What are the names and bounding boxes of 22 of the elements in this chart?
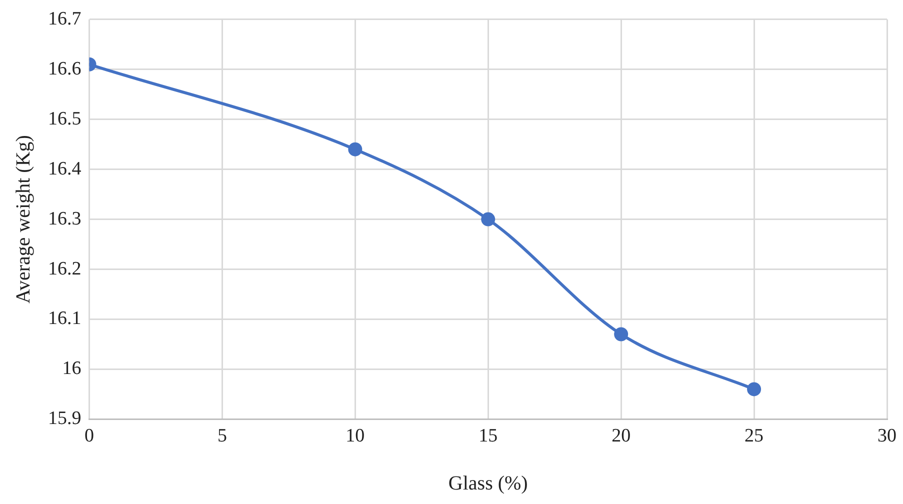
point bbox=[614, 327, 628, 342]
y-tick-label: 16.7 bbox=[48, 8, 82, 30]
y-tick-label: 16.5 bbox=[48, 108, 82, 130]
y-tick-label: 16.6 bbox=[48, 58, 82, 80]
y-tick-label: 15.9 bbox=[48, 408, 82, 430]
y-tick-label: 16.1 bbox=[48, 308, 82, 330]
point bbox=[481, 212, 496, 226]
x-tick-label: 25 bbox=[744, 426, 764, 447]
y-tick-label: 16.4 bbox=[48, 158, 82, 180]
x-tick-label: 5 bbox=[217, 426, 227, 447]
point bbox=[348, 142, 362, 156]
x-tick-label: 0 bbox=[84, 426, 94, 447]
x-tick-label: 20 bbox=[612, 426, 631, 447]
y-tick-label: 16.3 bbox=[48, 208, 82, 230]
x-tick-label: 15 bbox=[478, 426, 498, 447]
point bbox=[747, 382, 762, 396]
y-axis-title: Average weight (Kg) bbox=[12, 135, 34, 304]
x-axis-title: Glass (%) bbox=[448, 472, 528, 494]
x-tick-label: 30 bbox=[878, 426, 896, 447]
y-tick-label: 16.2 bbox=[48, 258, 82, 280]
x-tick-label: 10 bbox=[346, 426, 365, 447]
y-tick-label: 16 bbox=[62, 358, 82, 380]
